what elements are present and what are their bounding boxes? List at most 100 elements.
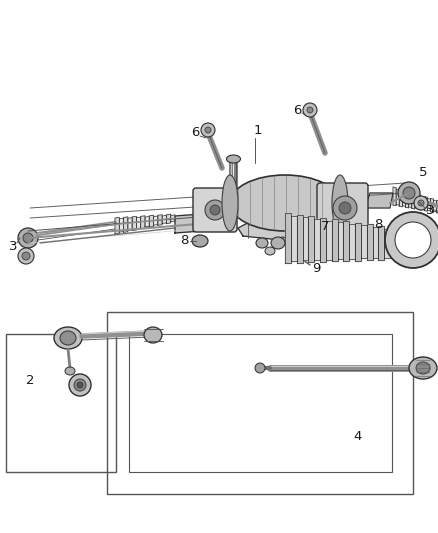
Polygon shape [349,224,355,259]
Ellipse shape [18,248,34,264]
Text: 8: 8 [374,219,382,231]
Polygon shape [431,198,434,212]
Polygon shape [434,200,437,212]
Ellipse shape [144,327,162,343]
Bar [6,334,116,472]
Ellipse shape [395,222,431,258]
Ellipse shape [226,155,240,163]
Ellipse shape [303,103,317,117]
Polygon shape [320,218,326,262]
Polygon shape [141,216,145,229]
Bar [107,312,413,494]
Polygon shape [384,229,390,257]
Text: 4: 4 [354,430,362,442]
Ellipse shape [398,182,420,204]
Polygon shape [437,200,438,213]
Polygon shape [314,219,320,260]
Ellipse shape [409,357,437,379]
Ellipse shape [291,239,299,247]
Polygon shape [308,216,314,262]
Ellipse shape [230,175,340,231]
Ellipse shape [205,200,225,220]
Text: 6: 6 [191,126,199,140]
Text: 9: 9 [312,262,320,274]
Text: 6: 6 [293,103,301,117]
Polygon shape [412,193,415,209]
Ellipse shape [18,228,38,248]
Ellipse shape [333,196,357,220]
Text: 7: 7 [321,220,329,232]
Ellipse shape [210,205,220,215]
Polygon shape [291,216,297,261]
Polygon shape [406,191,409,208]
Polygon shape [238,213,315,241]
Polygon shape [132,216,136,230]
Ellipse shape [222,175,238,231]
Polygon shape [355,223,361,261]
FancyBboxPatch shape [317,183,368,233]
Polygon shape [365,193,393,208]
Polygon shape [162,215,166,223]
Polygon shape [372,227,378,258]
Ellipse shape [22,252,30,260]
Ellipse shape [256,238,268,248]
Ellipse shape [205,127,211,133]
Ellipse shape [265,247,275,255]
Polygon shape [421,197,424,209]
Text: 1: 1 [254,124,262,136]
Ellipse shape [54,327,82,349]
Polygon shape [136,217,141,229]
Ellipse shape [65,367,75,375]
Polygon shape [427,198,431,211]
Polygon shape [115,217,119,234]
Polygon shape [415,195,418,208]
Ellipse shape [385,212,438,268]
Polygon shape [303,217,308,261]
Polygon shape [175,213,215,233]
Polygon shape [418,195,421,210]
Bar [129,334,392,472]
Polygon shape [285,213,291,263]
Ellipse shape [307,107,313,113]
Polygon shape [424,197,427,211]
Ellipse shape [339,202,351,214]
FancyBboxPatch shape [193,188,237,232]
Polygon shape [297,215,303,263]
Ellipse shape [23,233,33,243]
Polygon shape [338,222,343,259]
Ellipse shape [414,196,428,210]
Ellipse shape [74,379,86,391]
Text: 2: 2 [26,375,34,387]
Ellipse shape [201,123,215,137]
Ellipse shape [77,382,83,388]
Polygon shape [393,187,396,206]
Ellipse shape [69,374,91,396]
Ellipse shape [255,363,265,373]
Ellipse shape [347,222,363,234]
Polygon shape [396,189,399,205]
Text: 8: 8 [180,235,188,247]
Text: 5: 5 [419,166,427,180]
Polygon shape [361,225,367,259]
Polygon shape [403,191,406,206]
Ellipse shape [271,237,285,249]
Ellipse shape [192,235,208,247]
Polygon shape [399,189,403,207]
Polygon shape [119,218,124,232]
Text: 3: 3 [426,205,434,217]
Ellipse shape [403,187,415,199]
Polygon shape [378,226,384,260]
Polygon shape [154,216,158,225]
Polygon shape [124,217,128,232]
Polygon shape [326,221,332,260]
Polygon shape [145,216,149,227]
Polygon shape [128,217,132,230]
Polygon shape [367,224,372,260]
Polygon shape [409,193,412,207]
Ellipse shape [279,237,287,245]
Polygon shape [166,214,171,223]
Polygon shape [158,215,162,225]
Polygon shape [332,220,338,261]
Ellipse shape [60,331,76,345]
Ellipse shape [332,175,348,231]
